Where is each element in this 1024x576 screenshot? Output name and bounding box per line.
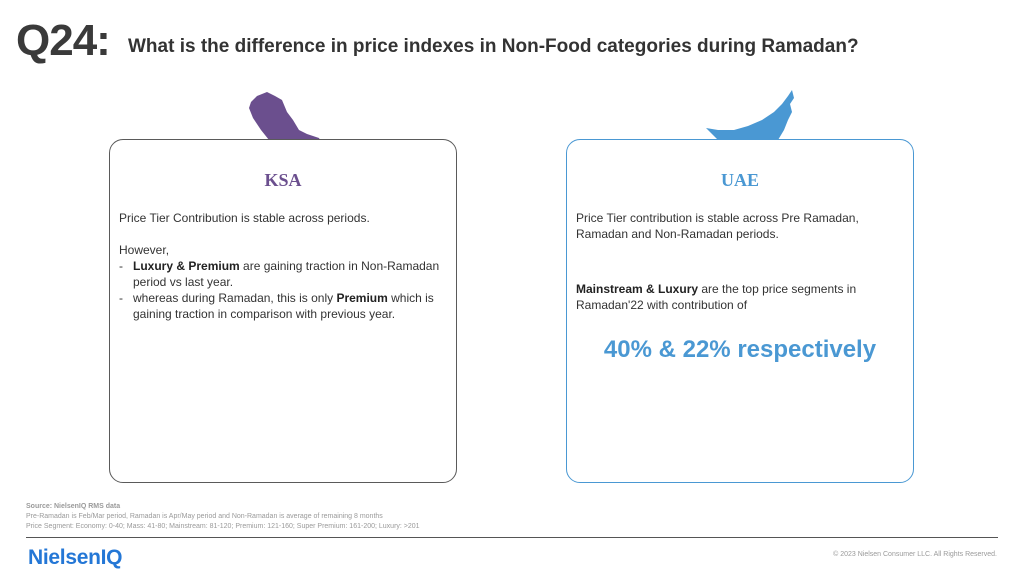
question-title: What is the difference in price indexes … bbox=[128, 36, 859, 57]
ksa-bullet-2-bold: Premium bbox=[336, 291, 388, 305]
ksa-bullet-2-pre: whereas during Ramadan, this is only bbox=[133, 291, 337, 305]
ksa-bullet-1: - Luxury & Premium are gaining traction … bbox=[119, 258, 444, 290]
footer-divider bbox=[26, 537, 998, 538]
copyright-text: © 2023 Nielsen Consumer LLC. All Rights … bbox=[833, 551, 997, 558]
ksa-bullet-1-bold: Luxury & Premium bbox=[133, 259, 240, 273]
uae-big-stat: 40% & 22% respectively bbox=[603, 336, 877, 363]
footnotes: Source: NielsenIQ RMS data Pre-Ramadan i… bbox=[26, 502, 420, 532]
segment-note: Price Segment: Economy: 0-40; Mass: 41-8… bbox=[26, 523, 420, 530]
uae-highlight-text: are the top price segments in Ramadan'22… bbox=[576, 282, 857, 312]
period-note: Pre-Ramadan is Feb/Mar period, Ramadan i… bbox=[26, 513, 383, 520]
uae-card: UAE Price Tier contribution is stable ac… bbox=[566, 139, 914, 483]
ksa-intro: Price Tier Contribution is stable across… bbox=[119, 211, 370, 225]
uae-highlight-bold: Mainstream & Luxury bbox=[576, 282, 699, 296]
uae-card-title: UAE bbox=[720, 170, 759, 190]
question-number: Q24: bbox=[16, 16, 111, 65]
ksa-however: However, bbox=[119, 243, 170, 257]
ksa-bullet-1-text: are gaining traction in Non-Ramadan peri… bbox=[133, 259, 440, 289]
source-note: Source: NielsenIQ RMS data bbox=[26, 503, 121, 510]
ksa-bullet-2: - whereas during Ramadan, this is only P… bbox=[119, 290, 444, 322]
ksa-card-body: Price Tier Contribution is stable across… bbox=[119, 210, 444, 322]
ksa-card: KSA Price Tier Contribution is stable ac… bbox=[109, 139, 457, 483]
ksa-bullet-2-text: which is gaining traction in comparison … bbox=[133, 291, 434, 321]
ksa-card-title: KSA bbox=[264, 170, 302, 190]
uae-intro: Price Tier contribution is stable across… bbox=[576, 211, 859, 241]
uae-card-body: Price Tier contribution is stable across… bbox=[576, 210, 901, 313]
nielseniq-logo: NielsenIQ bbox=[28, 546, 123, 569]
ksa-bullet-list: - Luxury & Premium are gaining traction … bbox=[119, 258, 444, 322]
uae-highlight: Mainstream & Luxury are the top price se… bbox=[576, 281, 901, 313]
bullet-dash: - bbox=[119, 259, 123, 273]
bullet-dash: - bbox=[119, 291, 123, 305]
